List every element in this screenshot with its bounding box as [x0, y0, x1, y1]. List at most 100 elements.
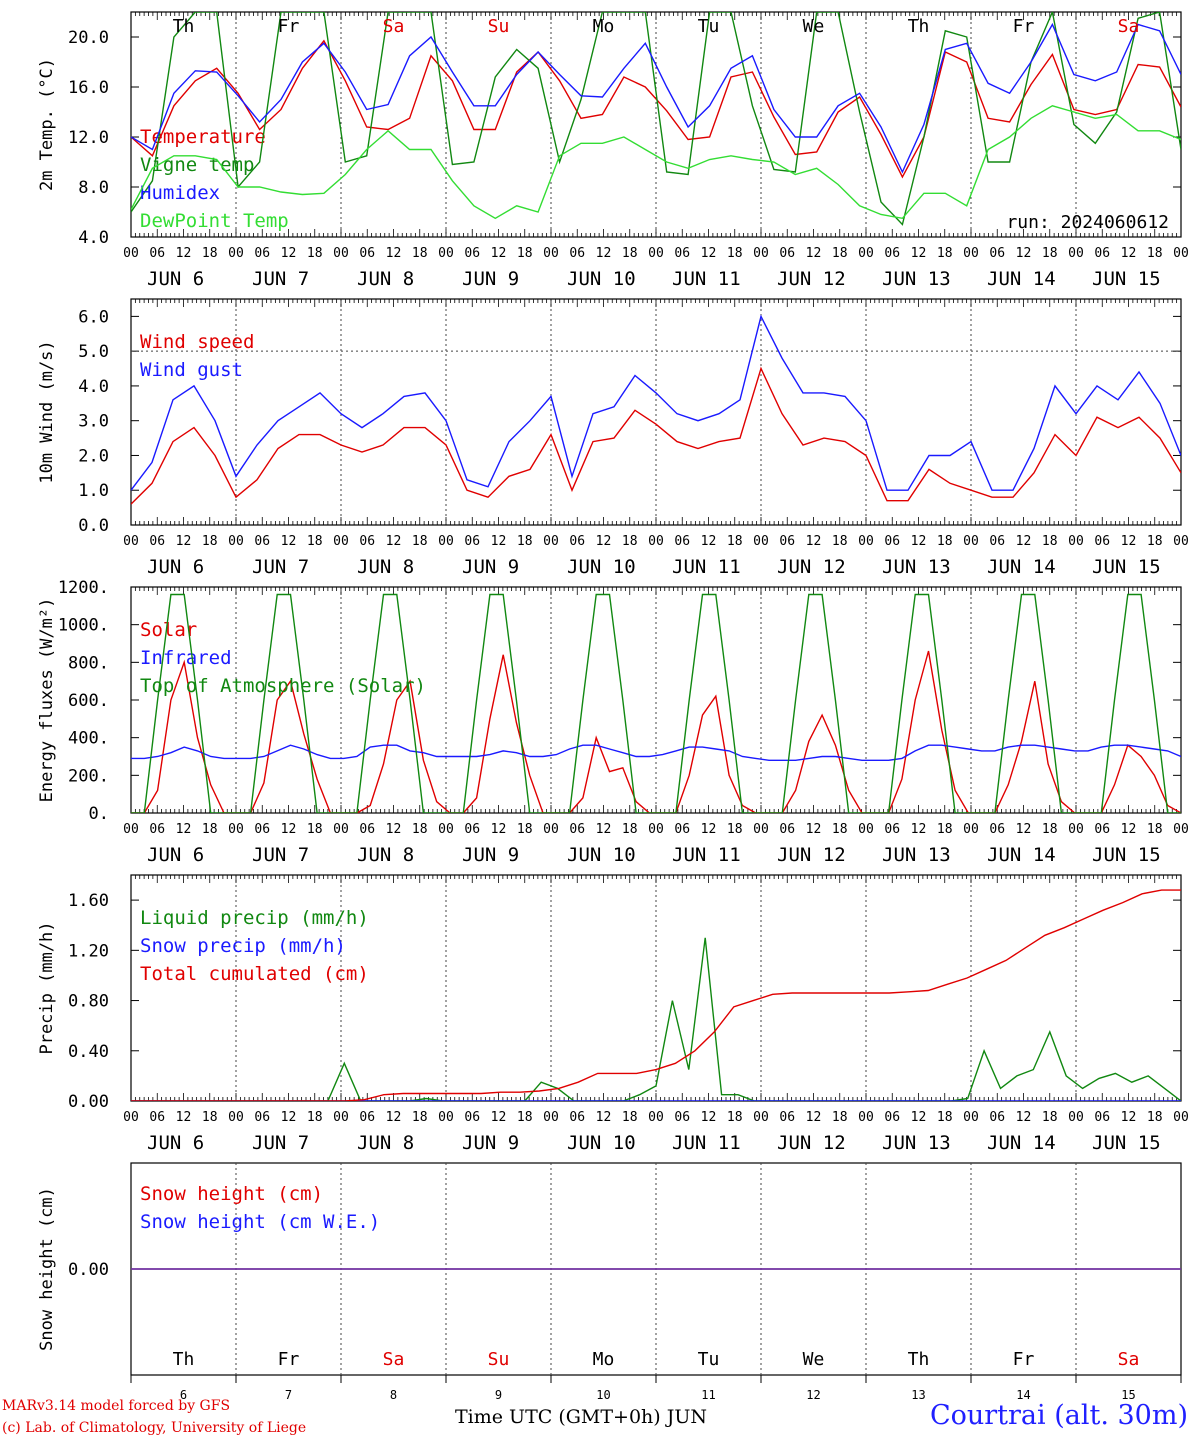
y-tick-label: 8.0 — [78, 178, 109, 198]
hour-label: 12 — [596, 822, 612, 837]
hour-label: 00 — [963, 1110, 979, 1125]
y-tick-label: 600. — [68, 691, 109, 711]
date-label: JUN 13 — [882, 1132, 951, 1154]
legend-entry: Total cumulated (cm) — [140, 963, 369, 985]
hour-label: 18 — [832, 1110, 848, 1125]
hour-label: 18 — [307, 534, 323, 549]
date-label: JUN 15 — [1092, 556, 1161, 578]
hour-label: 18 — [202, 822, 218, 837]
hour-label: 06 — [674, 534, 690, 549]
weekday-label: We — [803, 1349, 825, 1370]
hour-label: 18 — [202, 1110, 218, 1125]
legend-entry: Wind speed — [140, 331, 254, 353]
hour-label: 00 — [123, 246, 139, 261]
y-tick-label: 0.80 — [68, 992, 109, 1012]
date-label: JUN 9 — [462, 268, 519, 290]
hour-label: 06 — [779, 534, 795, 549]
hour-label: 12 — [1016, 246, 1032, 261]
hour-label: 00 — [228, 246, 244, 261]
hour-label: 00 — [1173, 246, 1189, 261]
y-tick-label: 1.60 — [68, 891, 109, 911]
weekday-label: Mo — [593, 1349, 615, 1370]
day-number: 6 — [180, 1388, 187, 1402]
hour-label: 00 — [753, 1110, 769, 1125]
hour-label: 18 — [727, 1110, 743, 1125]
hour-label: 00 — [753, 534, 769, 549]
date-label: JUN 6 — [147, 268, 204, 290]
hour-label: 06 — [884, 246, 900, 261]
series-line-dewpoint-temp — [131, 105, 1181, 220]
hour-label: 18 — [412, 246, 428, 261]
hour-label: 00 — [228, 822, 244, 837]
hour-label: 12 — [701, 1110, 717, 1125]
date-label: JUN 6 — [147, 1132, 204, 1154]
hour-label: 06 — [569, 246, 585, 261]
y-axis-title: 10m Wind (m/s) — [37, 340, 57, 483]
y-tick-label: 4.0 — [78, 377, 109, 397]
date-label: JUN 8 — [357, 844, 414, 866]
hour-label: 00 — [1173, 534, 1189, 549]
hour-label: 00 — [963, 246, 979, 261]
y-axis-title: Snow height (cm) — [37, 1187, 57, 1351]
hour-label: 12 — [491, 534, 507, 549]
hour-label: 18 — [307, 822, 323, 837]
weekday-label: Th — [173, 1349, 195, 1370]
hour-label: 12 — [1016, 822, 1032, 837]
hour-label: 06 — [779, 822, 795, 837]
station-name: Courtrai (alt. 30m) — [929, 1400, 1188, 1431]
date-label: JUN 10 — [567, 844, 636, 866]
hour-label: 12 — [911, 822, 927, 837]
hour-label: 18 — [622, 534, 638, 549]
day-number: 8 — [390, 1388, 397, 1402]
date-label: JUN 14 — [987, 268, 1056, 290]
weekday-label: Fr — [1013, 16, 1035, 37]
y-tick-label: 4.0 — [78, 228, 109, 248]
hour-label: 06 — [884, 534, 900, 549]
hour-label: 12 — [1121, 822, 1137, 837]
hour-label: 18 — [622, 246, 638, 261]
y-tick-label: 1.20 — [68, 941, 109, 961]
hour-label: 00 — [858, 246, 874, 261]
series-line-vigne-temp — [131, 12, 1181, 226]
y-axis-title: 2m Temp. (°C) — [37, 58, 57, 191]
hour-label: 12 — [491, 246, 507, 261]
weekday-label: Fr — [1013, 1349, 1035, 1370]
date-label: JUN 7 — [252, 1132, 309, 1154]
weekday-label: We — [803, 16, 825, 37]
legend-entry: Snow height (cm W.E.) — [140, 1211, 380, 1233]
hour-label: 12 — [806, 1110, 822, 1125]
hour-label: 00 — [1173, 822, 1189, 837]
hour-label: 12 — [386, 246, 402, 261]
date-label: JUN 12 — [777, 1132, 846, 1154]
hour-label: 06 — [359, 534, 375, 549]
lab-credit: (c) Lab. of Climatology, University of L… — [2, 1420, 307, 1436]
hour-label: 18 — [832, 534, 848, 549]
hour-label: 18 — [412, 534, 428, 549]
hour-label: 06 — [1094, 822, 1110, 837]
date-label: JUN 10 — [567, 1132, 636, 1154]
hour-label: 00 — [438, 534, 454, 549]
y-axis-title: Precip (mm/h) — [37, 921, 57, 1054]
weekday-label: Th — [173, 16, 195, 37]
hour-label: 12 — [176, 822, 192, 837]
hour-label: 12 — [701, 534, 717, 549]
hour-label: 00 — [438, 822, 454, 837]
hour-label: 00 — [858, 1110, 874, 1125]
date-label: JUN 9 — [462, 1132, 519, 1154]
date-label: JUN 7 — [252, 844, 309, 866]
hour-label: 18 — [1147, 822, 1163, 837]
hour-label: 06 — [674, 1110, 690, 1125]
weekday-label: Su — [488, 16, 510, 37]
hour-label: 18 — [727, 534, 743, 549]
y-tick-label: 16.0 — [68, 78, 109, 98]
day-number: 9 — [495, 1388, 502, 1402]
hour-label: 00 — [963, 534, 979, 549]
hour-label: 00 — [858, 822, 874, 837]
y-tick-label: 400. — [68, 729, 109, 749]
hour-label: 00 — [648, 246, 664, 261]
weekday-label: Sa — [1118, 16, 1140, 37]
hour-label: 18 — [832, 822, 848, 837]
hour-label: 00 — [228, 1110, 244, 1125]
plot-frame — [130, 298, 1182, 526]
